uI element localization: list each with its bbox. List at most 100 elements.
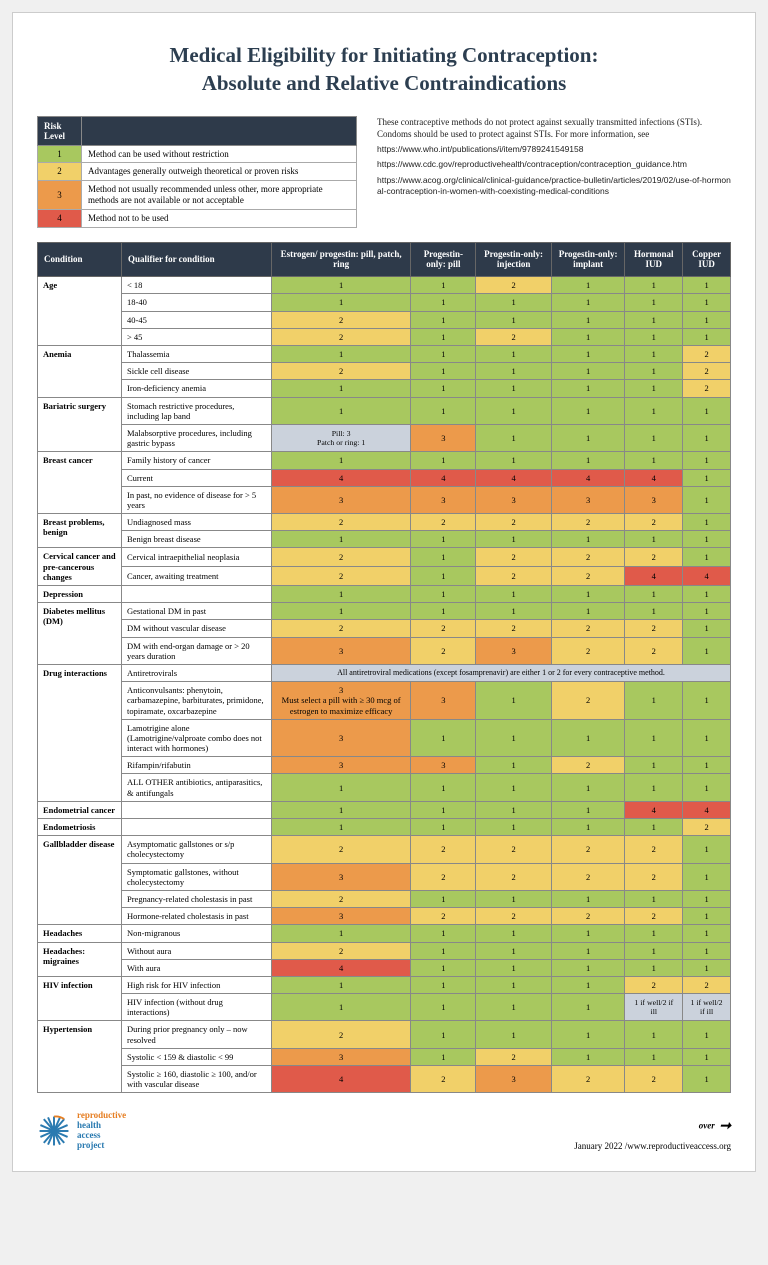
value-cell: 2: [476, 567, 551, 586]
value-cell: 1: [625, 397, 683, 424]
value-cell: 2: [551, 682, 625, 720]
value-cell: 1: [683, 586, 731, 603]
value-cell: 1: [683, 514, 731, 531]
value-cell: 1: [551, 819, 625, 836]
qualifier-cell: < 18: [122, 277, 272, 294]
condition-cell: Breast problems, benign: [38, 514, 122, 548]
risk-level-desc: Advantages generally outweigh theoretica…: [82, 163, 357, 181]
value-cell: 3: [272, 757, 411, 774]
top-row: Risk Level 1Method can be used without r…: [37, 116, 731, 228]
value-cell: 2: [551, 637, 625, 664]
value-cell: 1: [411, 452, 476, 469]
value-cell: 1: [411, 603, 476, 620]
title-line2: Absolute and Relative Contraindications: [202, 71, 567, 95]
value-cell: 3: [551, 486, 625, 513]
risk-level-num: 1: [38, 145, 82, 163]
value-cell: 1: [272, 603, 411, 620]
value-cell: 1: [551, 346, 625, 363]
value-cell: 2: [551, 548, 625, 567]
value-cell: 1: [411, 567, 476, 586]
value-cell: 1: [272, 294, 411, 311]
value-cell: 2: [625, 514, 683, 531]
condition-cell: Gallbladder disease: [38, 836, 122, 925]
eligibility-table: ConditionQualifier for conditionEstrogen…: [37, 242, 731, 1094]
value-cell: 1: [625, 311, 683, 328]
value-cell: 1: [551, 1021, 625, 1048]
value-cell: 2: [625, 637, 683, 664]
value-cell: 1: [476, 311, 551, 328]
value-cell: 3: [272, 863, 411, 890]
value-cell: 1: [625, 586, 683, 603]
value-cell: 2: [272, 567, 411, 586]
value-cell: 1: [683, 311, 731, 328]
value-cell: 1: [411, 976, 476, 993]
value-cell: 1: [551, 890, 625, 907]
value-cell: 2: [272, 363, 411, 380]
value-cell: 1: [625, 774, 683, 801]
value-cell: 1: [272, 819, 411, 836]
value-cell: 2: [625, 620, 683, 637]
value-cell: 1: [683, 603, 731, 620]
value-cell: 3: [411, 424, 476, 451]
value-cell: 1: [476, 994, 551, 1021]
value-cell: 1: [551, 719, 625, 757]
value-cell: 1: [683, 328, 731, 345]
column-header: Qualifier for condition: [122, 242, 272, 277]
value-cell: 1: [476, 774, 551, 801]
condition-cell: Endometrial cancer: [38, 801, 122, 818]
value-cell: 1: [476, 1021, 551, 1048]
value-cell: 1: [551, 976, 625, 993]
qualifier-cell: With aura: [122, 959, 272, 976]
condition-cell: Cervical cancer and pre-cancerous change…: [38, 548, 122, 586]
value-cell: 1: [272, 994, 411, 1021]
condition-cell: Breast cancer: [38, 452, 122, 514]
footer-date: January 2022 /www.reproductiveaccess.org: [574, 1141, 731, 1151]
value-cell: 1: [411, 942, 476, 959]
risk-legend: Risk Level 1Method can be used without r…: [37, 116, 357, 228]
value-cell: 4: [625, 567, 683, 586]
value-cell: 3: [272, 637, 411, 664]
value-cell: 2: [272, 1021, 411, 1048]
qualifier-cell: Gestational DM in past: [122, 603, 272, 620]
column-header: Copper IUD: [683, 242, 731, 277]
qualifier-cell: Family history of cancer: [122, 452, 272, 469]
value-cell: 2: [411, 863, 476, 890]
value-cell: 4: [683, 567, 731, 586]
qualifier-cell: Antiretrovirals: [122, 664, 272, 681]
qualifier-cell: Sickle cell disease: [122, 363, 272, 380]
reference-url: https://www.acog.org/clinical/clinical-g…: [377, 175, 731, 198]
column-header: Estrogen/ progestin: pill, patch, ring: [272, 242, 411, 277]
value-cell: 1: [683, 1021, 731, 1048]
reference-url: https://www.cdc.gov/reproductivehealth/c…: [377, 159, 731, 170]
page: Medical Eligibility for Initiating Contr…: [12, 12, 756, 1172]
value-cell: 2: [411, 514, 476, 531]
risk-header: Risk Level: [38, 116, 82, 145]
value-cell: 2: [683, 363, 731, 380]
value-cell: 2: [411, 620, 476, 637]
value-cell: 1: [411, 1048, 476, 1065]
qualifier-cell: 18-40: [122, 294, 272, 311]
condition-cell: Age: [38, 277, 122, 346]
reference-url: https://www.who.int/publications/i/item/…: [377, 144, 731, 155]
value-cell: 1: [476, 682, 551, 720]
qualifier-cell: DM without vascular disease: [122, 620, 272, 637]
value-cell: 2: [272, 890, 411, 907]
value-cell: 2: [625, 548, 683, 567]
value-cell: 2: [476, 1048, 551, 1065]
value-cell: 1: [476, 363, 551, 380]
qualifier-cell: During prior pregnancy only – now resolv…: [122, 1021, 272, 1048]
value-cell: 1: [625, 531, 683, 548]
value-cell: 1: [551, 603, 625, 620]
value-cell: 1: [272, 397, 411, 424]
value-cell: 2: [683, 346, 731, 363]
value-cell: 1: [551, 531, 625, 548]
value-cell: 2: [551, 1066, 625, 1093]
value-cell: 1: [476, 586, 551, 603]
value-cell: 3: [411, 757, 476, 774]
value-cell: 3: [272, 908, 411, 925]
qualifier-cell: 40-45: [122, 311, 272, 328]
condition-cell: Hypertension: [38, 1021, 122, 1093]
value-cell: 2: [625, 836, 683, 863]
value-cell: 1: [411, 1021, 476, 1048]
value-cell: 1: [551, 942, 625, 959]
